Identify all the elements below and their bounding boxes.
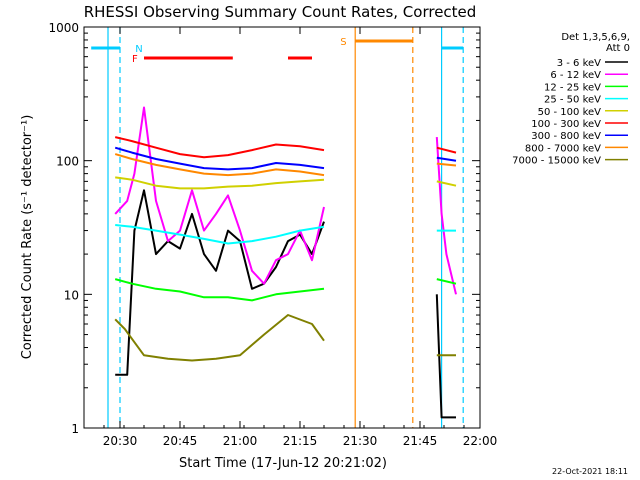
flag-label-S: S: [340, 37, 346, 48]
plot-area: FN S: [91, 27, 464, 428]
legend-label-3: 25 - 50 keV: [544, 95, 601, 106]
series-line-4-0: [115, 176, 325, 190]
series-line-0-0: [115, 189, 325, 376]
legend-label-5: 100 - 300 keV: [531, 119, 601, 130]
series-line-1-0: [114, 106, 325, 285]
series-line-5-1: [436, 146, 457, 154]
legend-title-0: Det 1,3,5,6,9,: [561, 32, 630, 43]
x-tick-label-0: 20:30: [103, 434, 138, 448]
x-tick-label-3: 21:15: [283, 434, 318, 448]
legend-label-2: 12 - 25 keV: [544, 82, 601, 93]
series-line-5-0: [114, 136, 325, 159]
series-line-7-1: [436, 162, 457, 167]
x-tick-label-2: 21:00: [223, 434, 258, 448]
legend-label-7: 800 - 7000 keV: [525, 143, 601, 154]
legend-title-1: Att 0: [606, 43, 630, 54]
x-tick-label-6: 22:00: [463, 434, 498, 448]
y-tick-label-3: 1000: [48, 21, 79, 35]
legend-label-4: 50 - 100 keV: [538, 107, 602, 118]
y-tick-label-1: 10: [64, 288, 79, 302]
x-axis-label: Start Time (17-Jun-12 20:21:02): [179, 456, 387, 471]
series-line-6-0: [114, 146, 325, 171]
series-line-2-1: [436, 278, 457, 285]
series-line-8-0: [114, 314, 325, 362]
y-tick-label-0: 1: [71, 422, 79, 436]
series-line-3-0: [115, 224, 325, 245]
legend-label-0: 3 - 6 keV: [557, 58, 601, 69]
chart-title: RHESSI Observing Summary Count Rates, Co…: [84, 3, 477, 21]
timestamp-footnote: 22-Oct-2021 18:11: [552, 467, 628, 476]
flag-label-N: N: [135, 44, 142, 55]
y-tick-label-2: 100: [56, 155, 79, 169]
y-axis-label: Corrected Count Rate (s⁻¹ detector⁻¹): [20, 115, 35, 360]
axes: 20:30 20:45 21:00 21:15 21:30 21:45 22:00 1 10 10…: [48, 21, 497, 448]
x-tick-label-1: 20:45: [163, 434, 198, 448]
legend-label-6: 300 - 800 keV: [531, 131, 601, 142]
plot-frame: [83, 26, 481, 429]
x-tick-label-4: 21:30: [343, 434, 378, 448]
legend-label-8: 7000 - 15000 keV: [512, 156, 601, 167]
series-line-6-1: [436, 156, 457, 162]
legend-label-1: 6 - 12 keV: [550, 70, 601, 81]
series-line-2-0: [114, 278, 325, 302]
series-line-4-1: [436, 180, 457, 187]
series-line-1-1: [435, 137, 457, 295]
flag-label-F: F: [132, 54, 138, 65]
series-line-7-0: [114, 153, 325, 177]
x-tick-label-5: 21:45: [403, 434, 438, 448]
